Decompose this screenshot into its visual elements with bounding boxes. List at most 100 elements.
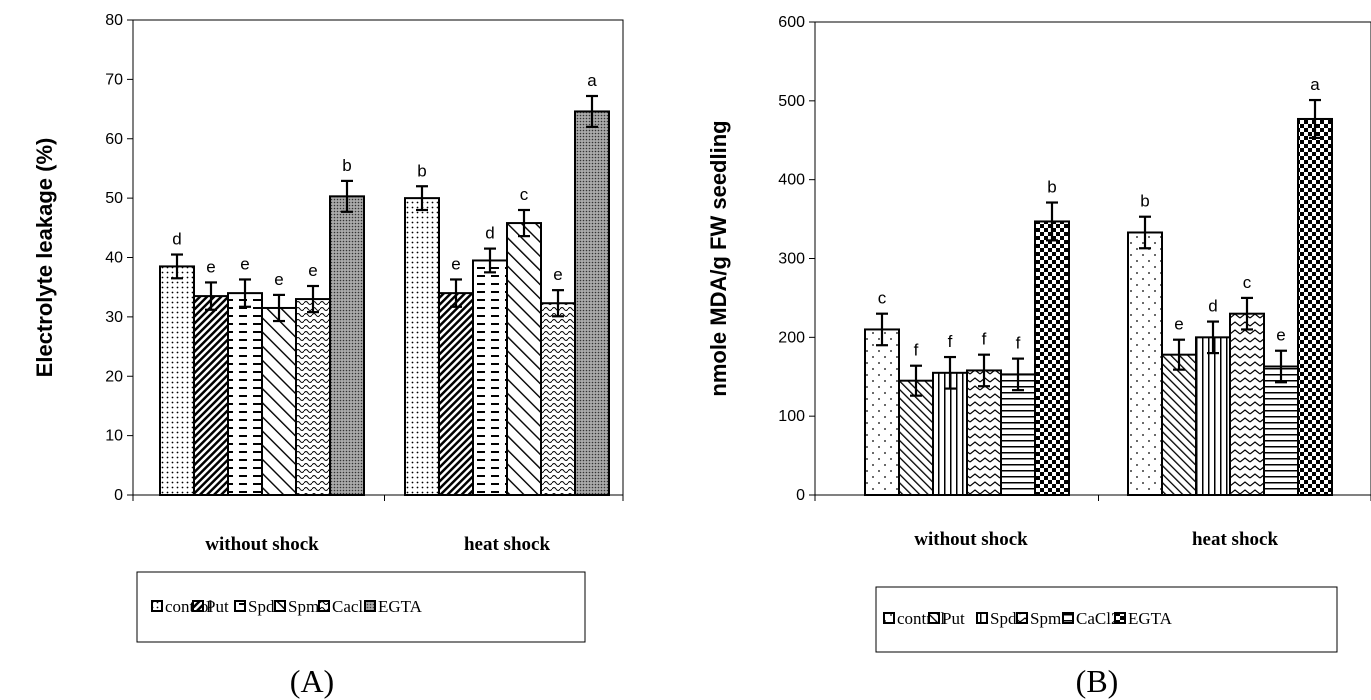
legend-swatch <box>318 600 330 612</box>
y-tick-label: 60 <box>105 131 123 148</box>
panel-label: (A) <box>290 663 334 699</box>
y-tick-label: 300 <box>778 251 805 268</box>
significance-letter: d <box>1208 297 1217 316</box>
chart-panel-b: 0 100 200 300 400 500 600 nmole MDA/g FW seedli… <box>706 14 1371 699</box>
legend-label: Put <box>206 597 229 616</box>
significance-letter: a <box>587 71 597 90</box>
legend-swatch <box>1016 612 1028 624</box>
y-tick-label: 0 <box>114 487 123 504</box>
significance-letter: f <box>914 341 919 360</box>
legend-label: Spm <box>1030 609 1061 628</box>
chart-panel-a: 0 10 20 30 40 50 60 70 80 Electrolyte leakage (%)… <box>32 12 624 699</box>
y-tick-label: 80 <box>105 12 123 29</box>
category-label: heat shock <box>1192 529 1278 550</box>
significance-letter: e <box>240 254 249 273</box>
y-tick-label: 100 <box>778 408 805 425</box>
legend-box <box>875 586 1338 653</box>
y-tick-label: 40 <box>105 250 123 267</box>
bar <box>898 379 934 497</box>
bar <box>159 265 195 496</box>
bar <box>329 195 365 496</box>
bar <box>438 292 474 496</box>
legend-label: Put <box>942 609 965 628</box>
bar <box>506 222 542 496</box>
significance-letter: d <box>172 230 181 249</box>
legend-swatch <box>976 612 988 624</box>
category-label: without shock <box>914 529 1028 550</box>
legend-swatch <box>1114 612 1126 624</box>
legend-swatch <box>192 600 204 612</box>
bar <box>261 306 297 496</box>
y-tick-label: 30 <box>105 309 123 326</box>
legend-label: CaCl2 <box>1076 609 1119 628</box>
bar <box>227 292 263 496</box>
bar <box>864 328 900 497</box>
significance-letter: e <box>206 257 215 276</box>
significance-letter: c <box>520 185 529 204</box>
significance-letter: b <box>1140 192 1149 211</box>
bar <box>540 302 576 496</box>
significance-letter: e <box>308 261 317 280</box>
bar <box>1229 312 1265 496</box>
bar <box>966 369 1002 496</box>
y-tick-label: 600 <box>778 14 805 31</box>
legend-label: EGTA <box>1128 609 1173 628</box>
legend-label: Spd <box>990 609 1017 628</box>
significance-letter: e <box>1174 315 1183 334</box>
bar <box>404 197 440 496</box>
significance-letter: f <box>982 330 987 349</box>
legend-swatch <box>1062 612 1074 624</box>
legend-swatch <box>928 612 940 624</box>
y-axis-label: Electrolyte leakage (%) <box>32 138 57 378</box>
category-label: without shock <box>205 534 319 555</box>
significance-letter: c <box>1243 273 1252 292</box>
significance-letter: e <box>553 265 562 284</box>
bar <box>1195 336 1231 497</box>
significance-letter: a <box>1310 75 1320 94</box>
y-tick-label: 400 <box>778 172 805 189</box>
y-tick-label: 10 <box>105 428 123 445</box>
significance-letter: b <box>342 156 351 175</box>
legend-box <box>136 571 586 643</box>
bar <box>574 110 610 496</box>
significance-letter: d <box>485 224 494 243</box>
significance-letter: f <box>1016 334 1021 353</box>
legend-swatch <box>364 600 376 612</box>
y-tick-label: 200 <box>778 329 805 346</box>
y-tick-label: 50 <box>105 190 123 207</box>
significance-letter: f <box>948 332 953 351</box>
legend-label: Cacl2 <box>332 597 372 616</box>
significance-letter: e <box>1276 326 1285 345</box>
bar <box>295 298 331 496</box>
y-tick-label: 20 <box>105 368 123 385</box>
bar <box>1034 220 1070 496</box>
legend-label: Spm <box>288 597 319 616</box>
legend-label: EGTA <box>378 597 423 616</box>
bar <box>1127 231 1163 497</box>
y-tick-label: 500 <box>778 93 805 110</box>
panel-label: (B) <box>1076 663 1119 699</box>
bar <box>472 259 508 496</box>
legend-swatch <box>883 612 895 624</box>
significance-letter: e <box>274 270 283 289</box>
significance-letter: b <box>1047 178 1056 197</box>
bar <box>193 295 229 496</box>
bar <box>1161 353 1197 496</box>
y-axis-label: nmole MDA/g FW seedling <box>706 120 731 396</box>
legend-swatch <box>151 600 163 612</box>
legend-label: Spd <box>248 597 275 616</box>
significance-letter: c <box>878 289 887 308</box>
bar <box>932 371 968 496</box>
legend-swatch <box>234 600 246 612</box>
bar <box>1263 365 1299 497</box>
significance-letter: e <box>451 254 460 273</box>
bar <box>1297 117 1333 496</box>
y-tick-label: 0 <box>796 487 805 504</box>
category-label: heat shock <box>464 534 550 555</box>
bar <box>1000 373 1036 497</box>
y-tick-label: 70 <box>105 71 123 88</box>
legend-swatch <box>274 600 286 612</box>
